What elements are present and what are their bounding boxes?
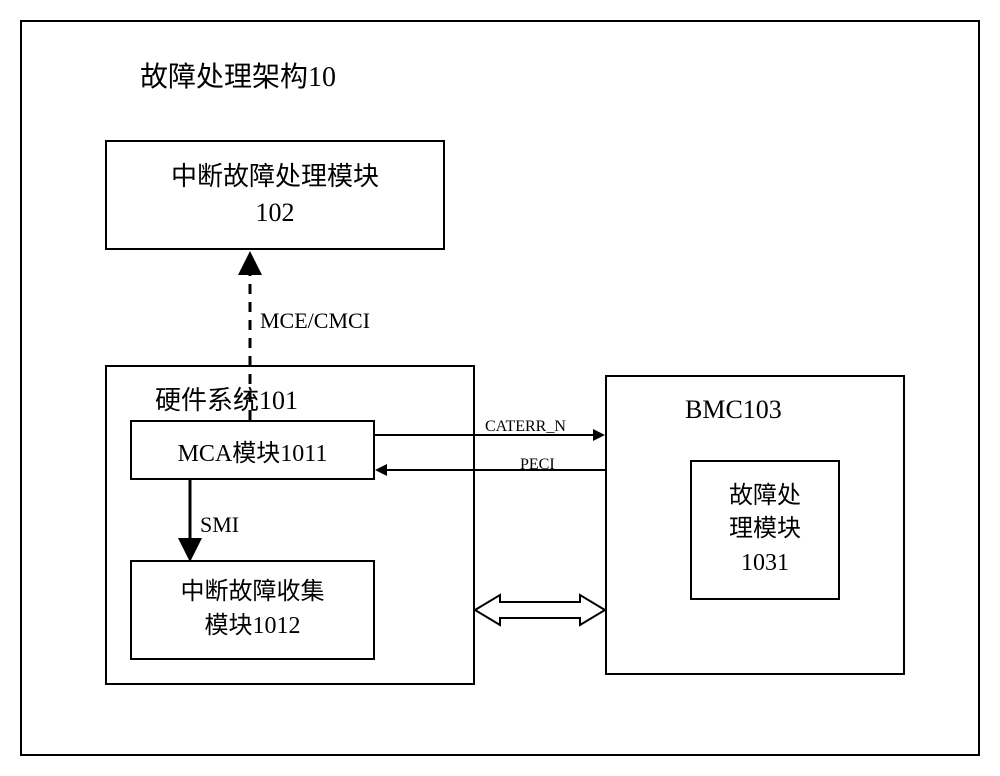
interrupt-collect-line2: 模块1012 bbox=[205, 610, 301, 644]
fault-module-line1: 故障处 bbox=[729, 480, 801, 514]
box-mca: MCA模块1011 bbox=[130, 420, 375, 480]
fault-module-line3: 1031 bbox=[741, 547, 789, 581]
box-fault-module: 故障处 理模块 1031 bbox=[690, 460, 840, 600]
hw-system-label: 硬件系统101 bbox=[155, 380, 298, 417]
diagram-canvas: 故障处理架构10 中断故障处理模块 102 硬件系统101 MCA模块1011 … bbox=[0, 0, 1000, 776]
interrupt-handler-line1: 中断故障处理模块 bbox=[171, 159, 379, 195]
edge-label-smi: SMI bbox=[200, 512, 239, 538]
edge-label-caterr: CATERR_N bbox=[485, 418, 566, 436]
interrupt-handler-line2: 102 bbox=[256, 195, 295, 231]
edge-label-ipmi: IPMI bbox=[530, 598, 568, 619]
edge-label-peci: PECI bbox=[520, 456, 555, 474]
box-interrupt-handler: 中断故障处理模块 102 bbox=[105, 140, 445, 250]
box-interrupt-collect: 中断故障收集 模块1012 bbox=[130, 560, 375, 660]
interrupt-collect-line1: 中断故障收集 bbox=[181, 576, 325, 610]
edge-label-mce-cmci: MCE/CMCI bbox=[260, 308, 370, 334]
mca-label: MCA模块1011 bbox=[178, 433, 328, 468]
fault-module-line2: 理模块 bbox=[729, 513, 801, 547]
diagram-title: 故障处理架构10 bbox=[140, 55, 336, 95]
bmc-label: BMC103 bbox=[685, 395, 782, 425]
